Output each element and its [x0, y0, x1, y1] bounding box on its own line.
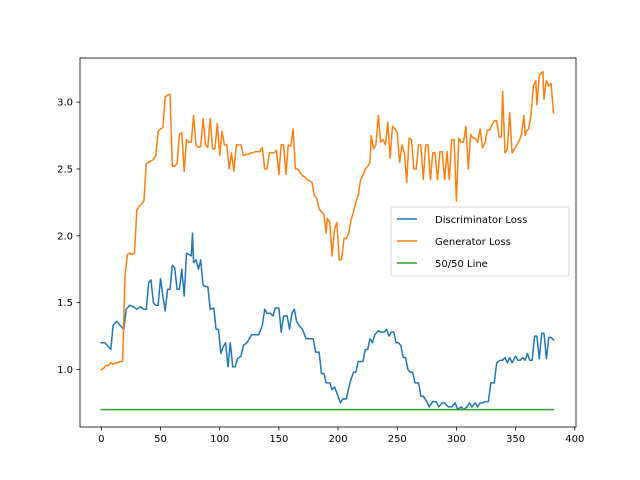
legend-label-2: 50/50 Line	[435, 259, 488, 270]
axes-frame	[79, 57, 577, 428]
legend-frame	[390, 206, 570, 277]
x-tick-label: 250	[388, 434, 407, 445]
x-tick-label: 50	[154, 434, 167, 445]
legend: Discriminator Loss Generator Loss 50/50 Li…	[390, 206, 570, 277]
series-layer	[100, 70, 555, 411]
x-tick-label: 150	[269, 434, 288, 445]
y-tick-label: 1.0	[57, 365, 73, 376]
y-tick-label: 3.0	[57, 98, 73, 109]
series-line-0	[100, 232, 555, 411]
x-tick-label: 200	[329, 434, 348, 445]
x-tick-label: 400	[565, 434, 584, 445]
axes-layer: 0 50 100 150 200 250 300 350 400 1.0 1.5 2.0 2.5 3.0	[57, 57, 584, 445]
y-tick-label: 1.5	[57, 298, 73, 309]
x-tick-label: 350	[506, 434, 525, 445]
x-tick-label: 300	[447, 434, 466, 445]
y-tick-label: 2.5	[57, 164, 73, 175]
legend-label-1: Generator Loss	[435, 237, 511, 248]
series-line-1	[100, 70, 555, 371]
legend-label-0: Discriminator Loss	[435, 215, 527, 226]
x-tick-label: 0	[98, 434, 104, 445]
x-tick-label: 100	[210, 434, 229, 445]
y-tick-label: 2.0	[57, 231, 73, 242]
